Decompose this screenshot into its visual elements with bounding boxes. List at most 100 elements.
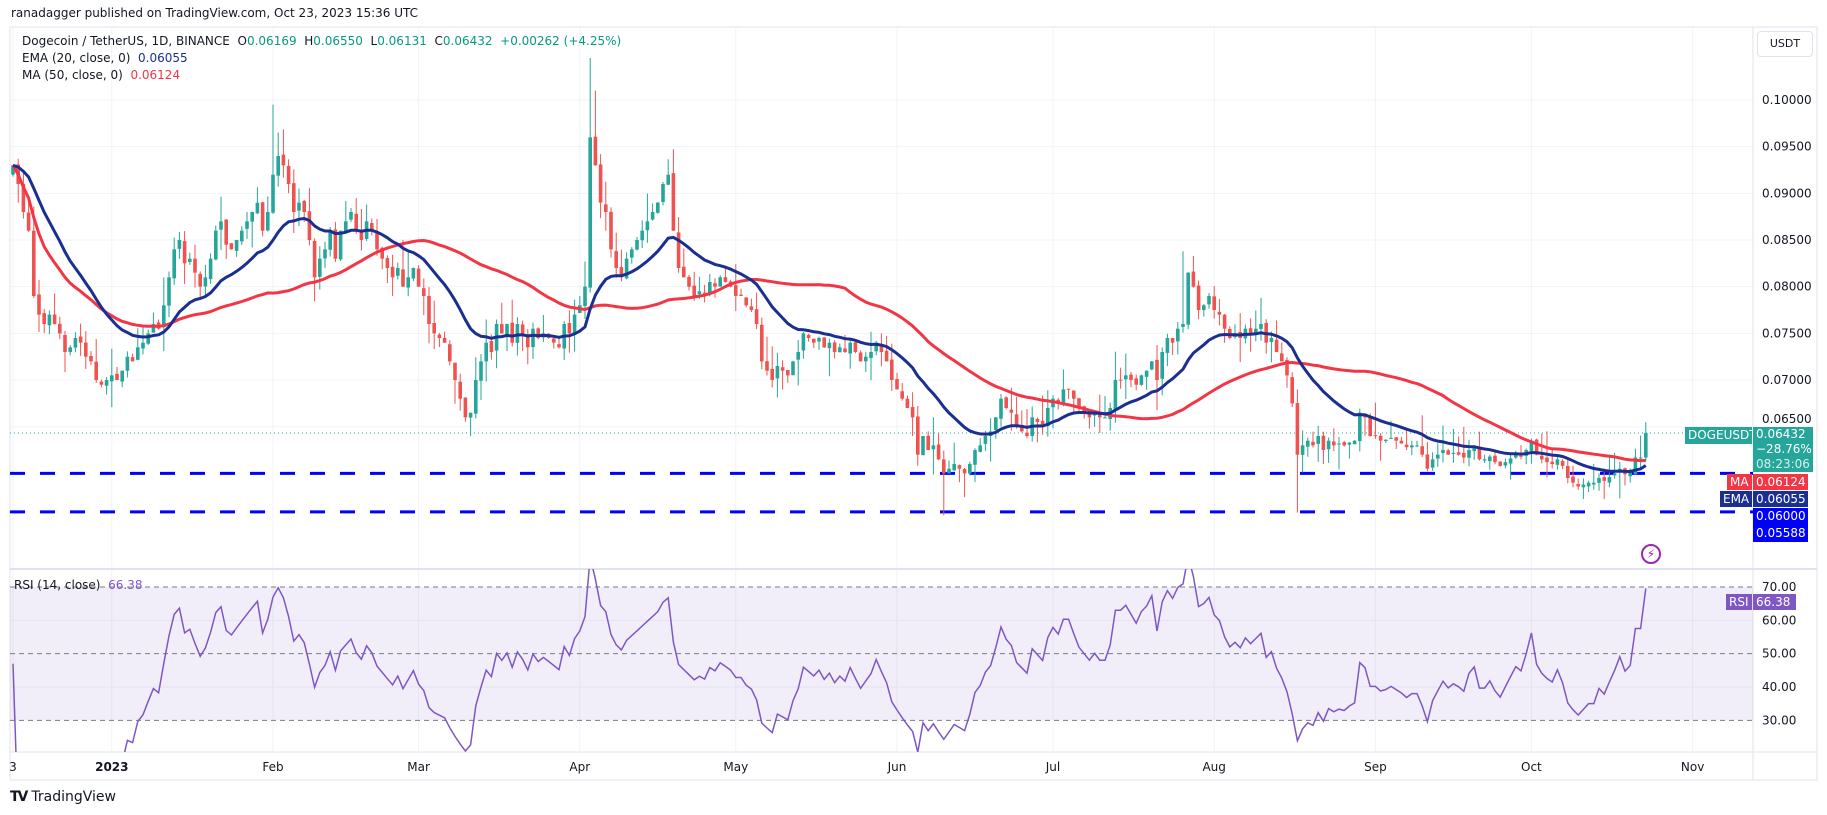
candle-body [1410, 445, 1414, 448]
candle-body [1441, 450, 1445, 454]
candle-body [749, 306, 754, 311]
candle [682, 248, 686, 278]
candle-body [583, 286, 587, 307]
candle-body [624, 258, 629, 279]
time-tick-label: 3 [9, 760, 17, 774]
time-tick-label: Mar [407, 760, 430, 774]
time-axis[interactable]: 3 2023 Feb Mar Apr May Jun Jul Aug Sep Oct Nov [9, 760, 1704, 774]
candle-body [650, 212, 655, 220]
candle-body [422, 288, 426, 297]
candle-body [427, 295, 431, 325]
currency-button[interactable]: USDT [1757, 31, 1813, 57]
candle-body [333, 229, 338, 259]
candle-body [1014, 414, 1019, 427]
candle [1415, 440, 1419, 448]
rsi-legend[interactable]: RSI (14, close) 66.38 [14, 578, 142, 592]
candle-body [401, 269, 405, 287]
candle [484, 319, 488, 382]
candle-body [110, 375, 114, 382]
candle-body [479, 361, 483, 381]
candle [1644, 422, 1648, 462]
candle-body [1498, 461, 1502, 466]
candle [1420, 415, 1424, 457]
candle-body [1066, 388, 1071, 390]
candle-body [1358, 412, 1362, 442]
candle [1560, 459, 1565, 470]
candle [47, 310, 52, 335]
candle [375, 218, 379, 256]
candle [994, 416, 998, 439]
candle-body [437, 334, 442, 339]
candle [1524, 448, 1528, 465]
candle [1503, 458, 1508, 469]
candle-body [697, 291, 702, 295]
candle [494, 319, 499, 369]
candle [1410, 440, 1414, 456]
candle-body [1009, 409, 1014, 413]
candle [926, 431, 930, 451]
candle [458, 373, 462, 411]
candle-body [848, 342, 852, 354]
alert-lightning-icon[interactable]: ⚡ [1641, 544, 1661, 564]
candle [307, 188, 312, 246]
candle-body [266, 212, 270, 231]
candle [1040, 395, 1045, 435]
candle [1482, 454, 1487, 463]
candle-body [136, 347, 140, 360]
candle-body [359, 231, 364, 241]
candle-body [526, 334, 530, 348]
candle-body [188, 258, 192, 262]
candle [687, 274, 691, 291]
tradingview-logo[interactable]: TV TradingView [10, 789, 116, 805]
candle-body [390, 266, 395, 278]
candle [21, 169, 26, 219]
candle-body [307, 211, 312, 241]
candle [1384, 439, 1388, 443]
candle-body [1295, 403, 1300, 455]
candle-body [604, 204, 608, 213]
moving-averages [11, 163, 1647, 474]
candle-body [1202, 305, 1206, 310]
candle-body [557, 344, 561, 348]
candle-body [474, 380, 478, 414]
candle-body [500, 324, 504, 334]
candle-body [832, 342, 837, 353]
candle-body [1181, 324, 1185, 327]
candle [1061, 369, 1066, 407]
countdown: 08:23:06 [1756, 457, 1810, 471]
candle-body [1425, 454, 1430, 469]
time-tick-label: Nov [1681, 760, 1704, 774]
candle-body [99, 381, 104, 385]
candle-body [640, 230, 644, 241]
candle-body [89, 355, 93, 362]
candle [832, 340, 837, 359]
ema-legend[interactable]: EMA (20, close, 0) 0.06055 [22, 51, 188, 65]
level-2-value: 0.05588 [1756, 526, 1806, 540]
candle [656, 201, 660, 214]
candle [1311, 431, 1315, 448]
candle-body [708, 282, 712, 295]
candle-body [245, 221, 249, 229]
candle-body [224, 219, 228, 245]
time-tick-label: Aug [1202, 760, 1225, 774]
ma-legend[interactable]: MA (50, close, 0) 0.06124 [22, 68, 180, 82]
candle [1233, 324, 1237, 339]
ma-50-line [11, 164, 1646, 463]
candle-body [718, 277, 722, 287]
candle-body [94, 361, 98, 381]
grid-lines [10, 27, 1753, 752]
candle [1581, 478, 1586, 499]
candle-body [723, 277, 728, 283]
candle [474, 357, 478, 419]
candle [1238, 313, 1242, 363]
candle [1202, 304, 1206, 317]
candle-body [630, 249, 634, 258]
candle [1300, 430, 1305, 473]
candle [1493, 450, 1497, 465]
candle-body [104, 380, 109, 386]
candle-body [1186, 272, 1190, 325]
horizontal-levels[interactable] [10, 432, 1753, 514]
candle [510, 299, 514, 347]
symbol-title[interactable]: Dogecoin / TetherUS, 1D, BINANCE [22, 34, 230, 48]
